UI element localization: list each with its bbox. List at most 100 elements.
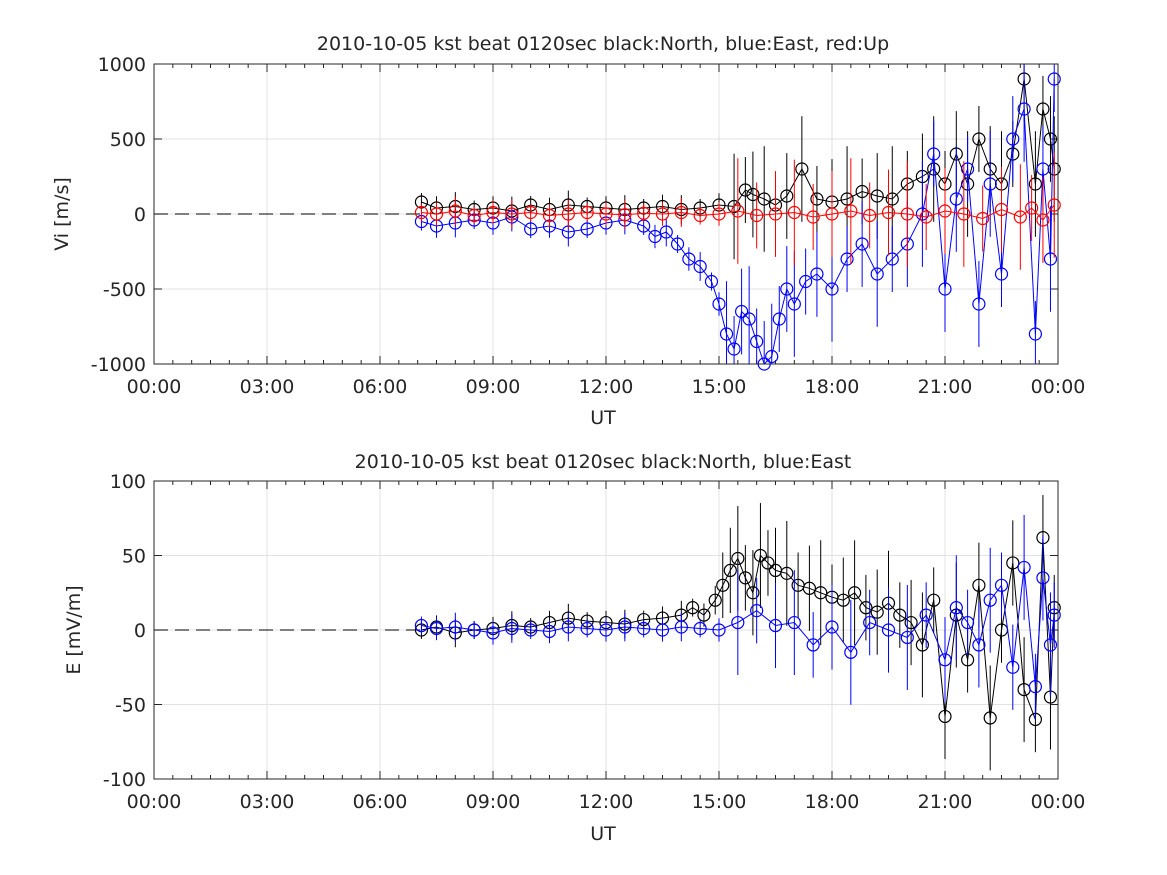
data-point: [881, 623, 896, 637]
data-point: [674, 620, 688, 634]
data-point: [561, 207, 575, 221]
data-point: [927, 593, 941, 607]
data-point: [972, 578, 986, 592]
y-tick-label: -100: [103, 769, 146, 791]
x-tick-label: 00:00: [127, 791, 182, 813]
data-point: [1028, 177, 1043, 191]
data-point: [486, 626, 500, 640]
data-point: [919, 608, 933, 622]
data-point: [429, 621, 444, 636]
data-point: [1013, 210, 1027, 224]
data-point: [795, 162, 809, 176]
data-point: [765, 349, 779, 364]
data-point: [727, 342, 741, 356]
data-point: [505, 621, 519, 636]
data-point: [467, 208, 481, 223]
data-point: [855, 184, 869, 199]
data-point: [847, 586, 862, 600]
data-point: [780, 189, 794, 203]
data-point: [919, 210, 933, 224]
data-point: [1006, 556, 1020, 570]
data-point: [712, 207, 726, 221]
data-point: [844, 204, 858, 218]
x-tick-label: 18:00: [805, 376, 860, 398]
data-point: [855, 237, 869, 251]
data-point: [1036, 571, 1050, 585]
data-point: [693, 621, 707, 636]
data-point: [731, 204, 745, 218]
data-point: [960, 162, 975, 176]
series-1: [414, 64, 1061, 371]
data-point: [904, 615, 918, 630]
data-point: [697, 608, 711, 622]
data-point: [972, 297, 986, 311]
data-point: [580, 222, 594, 236]
x-tick-label: 21:00: [918, 376, 973, 398]
data-point: [1006, 660, 1020, 674]
series-line: [421, 78, 1055, 365]
data-point: [1028, 327, 1043, 341]
data-point: [976, 211, 990, 226]
data-point: [1036, 162, 1050, 176]
data-point: [900, 630, 914, 645]
data-point: [731, 551, 745, 566]
data-point: [738, 183, 752, 197]
x-tick-label: 21:00: [918, 791, 973, 813]
y-tick-label: 0: [134, 620, 146, 642]
data-point: [414, 618, 429, 633]
data-point: [580, 205, 594, 220]
data-point: [761, 556, 775, 570]
data-point: [674, 205, 688, 220]
data-point: [772, 312, 786, 326]
data-point: [994, 578, 1009, 592]
data-point: [753, 548, 768, 563]
data-point: [693, 259, 707, 274]
y-tick-label: 500: [110, 129, 146, 151]
data-point: [1047, 72, 1061, 86]
data-point: [719, 327, 734, 341]
data-point: [870, 189, 884, 203]
data-point: [1043, 638, 1058, 652]
axes-box: [153, 480, 1059, 780]
x-tick-label: 03:00: [240, 791, 295, 813]
data-point: [949, 192, 963, 206]
data-point: [859, 601, 873, 615]
velocity-panel: 2010-10-05 kst beat 0120sec black:North,…: [51, 33, 1085, 429]
data-point: [799, 274, 813, 289]
data-point: [994, 267, 1009, 281]
data-point: [870, 605, 884, 619]
data-point: [900, 207, 914, 221]
data-point: [949, 601, 963, 615]
series-1: [414, 514, 1061, 720]
x-tick-label: 09:00: [466, 376, 521, 398]
data-point: [768, 618, 783, 633]
velocity-panel-title: 2010-10-05 kst beat 0120sec black:North,…: [317, 33, 889, 55]
data-point: [915, 638, 930, 652]
y-tick-label: -1000: [91, 354, 146, 376]
data-point: [637, 206, 651, 220]
x-tick-label: 00:00: [1031, 791, 1086, 813]
data-point: [840, 252, 854, 266]
data-point: [938, 282, 952, 296]
data-point: [825, 282, 839, 296]
data-point: [712, 623, 726, 637]
data-point: [618, 620, 632, 634]
data-point: [1043, 132, 1058, 146]
data-point: [505, 207, 519, 221]
x-tick-label: 03:00: [240, 376, 295, 398]
data-point: [787, 615, 801, 630]
data-point: [467, 623, 481, 637]
data-point: [682, 252, 696, 266]
data-point: [637, 621, 651, 636]
data-point: [938, 709, 952, 724]
x-tick-label: 00:00: [127, 376, 182, 398]
data-point: [863, 208, 877, 223]
data-point: [738, 571, 752, 585]
x-tick-label: 09:00: [466, 791, 521, 813]
data-point: [927, 147, 941, 161]
data-point: [1025, 201, 1039, 215]
data-point: [938, 204, 952, 218]
data-point: [844, 645, 858, 659]
data-point: [750, 334, 764, 349]
data-point: [1047, 608, 1061, 622]
